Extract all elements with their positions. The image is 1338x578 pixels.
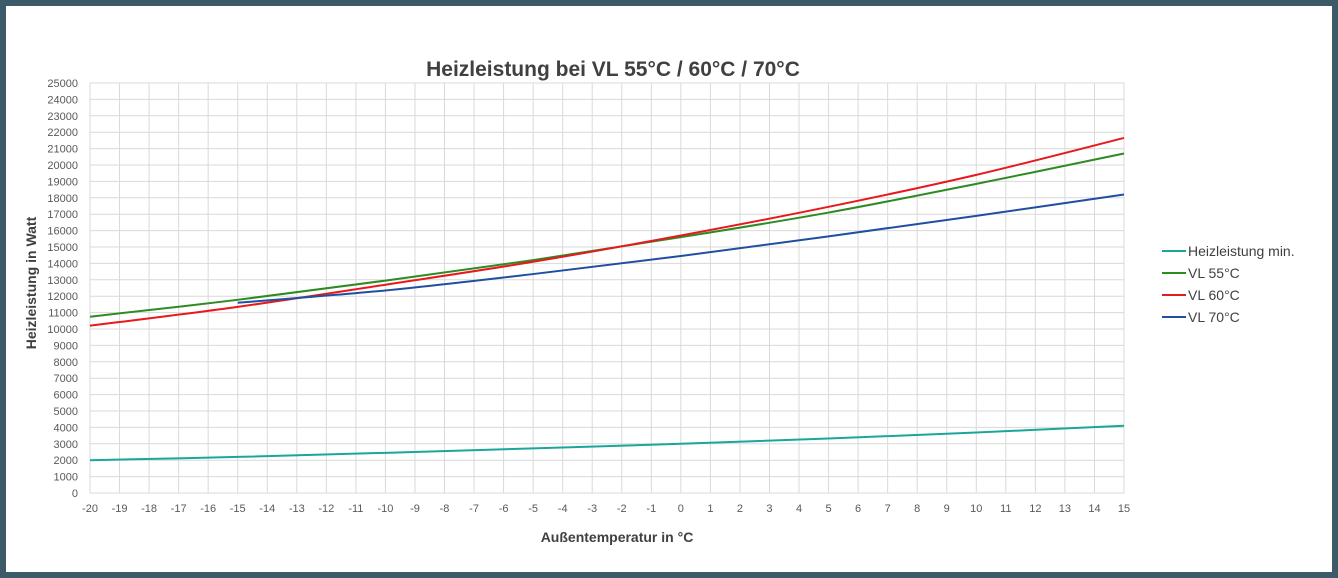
x-tick-label: 12: [1029, 503, 1041, 515]
y-tick-label: 20000: [47, 160, 78, 172]
y-tick-label: 25000: [47, 78, 78, 90]
y-axis-title: Heizleistung in Watt: [23, 216, 39, 349]
y-tick-label: 17000: [47, 209, 78, 221]
series-line-vl-55-c: [89, 152, 1125, 318]
x-tick-label: -20: [82, 503, 98, 515]
y-tick-label: 1000: [54, 472, 78, 484]
x-tick-label: -13: [289, 503, 305, 515]
x-tick-label: -9: [410, 503, 420, 515]
x-tick-label: 13: [1059, 503, 1071, 515]
y-tick-label: 10000: [47, 324, 78, 336]
x-tick-label: -16: [200, 503, 216, 515]
x-tick-label: -7: [469, 503, 479, 515]
series-line-heizleistung-min: [89, 424, 1125, 462]
y-tick-label: 4000: [54, 422, 78, 434]
x-tick-label: -4: [558, 503, 568, 515]
y-tick-label: 14000: [47, 258, 78, 270]
x-tick-label: -6: [499, 503, 509, 515]
y-tick-label: 0: [72, 488, 78, 500]
legend-entry: VL 55°C: [1188, 265, 1240, 281]
y-tick-label: 2000: [54, 455, 78, 467]
x-tick-label: -2: [617, 503, 627, 515]
chart-title: Heizleistung bei VL 55°C / 60°C / 70°C: [426, 58, 800, 81]
y-tick-label: 9000: [54, 340, 78, 352]
x-tick-label: 4: [796, 503, 802, 515]
x-tick-label: 10: [970, 503, 982, 515]
legend-entry: VL 60°C: [1188, 287, 1240, 303]
y-tick-label: 12000: [47, 291, 78, 303]
x-tick-label: 5: [826, 503, 832, 515]
y-tick-label: 3000: [54, 439, 78, 451]
tick-labels: -20 -19 -18 -17 -16 -15 -14 -13 -12 -11 -10 -9 -8 -7-…: [47, 78, 1130, 515]
legend-entry: Heizleistung min.: [1188, 243, 1295, 259]
x-tick-label: 8: [914, 503, 920, 515]
y-tick-label: 24000: [47, 94, 78, 106]
y-tick-label: 22000: [47, 127, 78, 139]
y-tick-label: 11000: [48, 308, 78, 320]
y-tick-label: 13000: [47, 275, 78, 287]
line-chart: Heizleistung bei VL 55°C / 60°C / 70°C -…: [23, 58, 1295, 545]
x-tick-label: -17: [171, 503, 187, 515]
x-tick-label: 1: [707, 503, 713, 515]
x-tick-label: -3: [587, 503, 597, 515]
x-tick-label: 3: [766, 503, 772, 515]
x-tick-label: 6: [855, 503, 861, 515]
x-axis-title: Außentemperatur in °C: [541, 529, 694, 545]
legend-entry: VL 70°C: [1188, 309, 1240, 325]
x-tick-label: 9: [944, 503, 950, 515]
grid-lines: [89, 82, 1125, 494]
x-tick-label: -8: [440, 503, 450, 515]
series-line-vl-60-c: [89, 136, 1125, 327]
x-tick-label: 14: [1088, 503, 1100, 515]
x-tick-label: -18: [141, 503, 157, 515]
x-tick-label: -10: [377, 503, 393, 515]
series-line-vl-70-c: [237, 193, 1125, 304]
x-tick-label: -14: [259, 503, 275, 515]
y-tick-label: 19000: [47, 176, 78, 188]
y-tick-label: 5000: [54, 406, 78, 418]
legend: Heizleistung min. VL 55°C VL 60°C VL 70°C: [1162, 243, 1295, 325]
series-lines: [89, 136, 1125, 462]
y-tick-label: 18000: [47, 193, 78, 205]
x-tick-label: -5: [528, 503, 538, 515]
y-tick-label: 16000: [47, 226, 78, 238]
y-tick-label: 23000: [47, 111, 78, 123]
x-tick-label: -1: [646, 503, 656, 515]
y-tick-label: 8000: [54, 357, 78, 369]
chart-frame: Heizleistung bei VL 55°C / 60°C / 70°C -…: [6, 6, 1332, 572]
x-tick-label: 7: [885, 503, 891, 515]
x-tick-label: 15: [1118, 503, 1130, 515]
x-tick-label: 2: [737, 503, 743, 515]
y-tick-label: 21000: [47, 144, 78, 156]
y-tick-label: 6000: [54, 390, 78, 402]
x-tick-label: -12: [318, 503, 334, 515]
x-tick-label: -19: [112, 503, 128, 515]
y-tick-label: 15000: [47, 242, 78, 254]
x-tick-label: 11: [1000, 503, 1011, 515]
x-tick-label: -15: [230, 503, 246, 515]
y-tick-label: 7000: [54, 373, 78, 385]
x-tick-label: 0: [678, 503, 684, 515]
x-tick-label: -11: [348, 503, 363, 515]
